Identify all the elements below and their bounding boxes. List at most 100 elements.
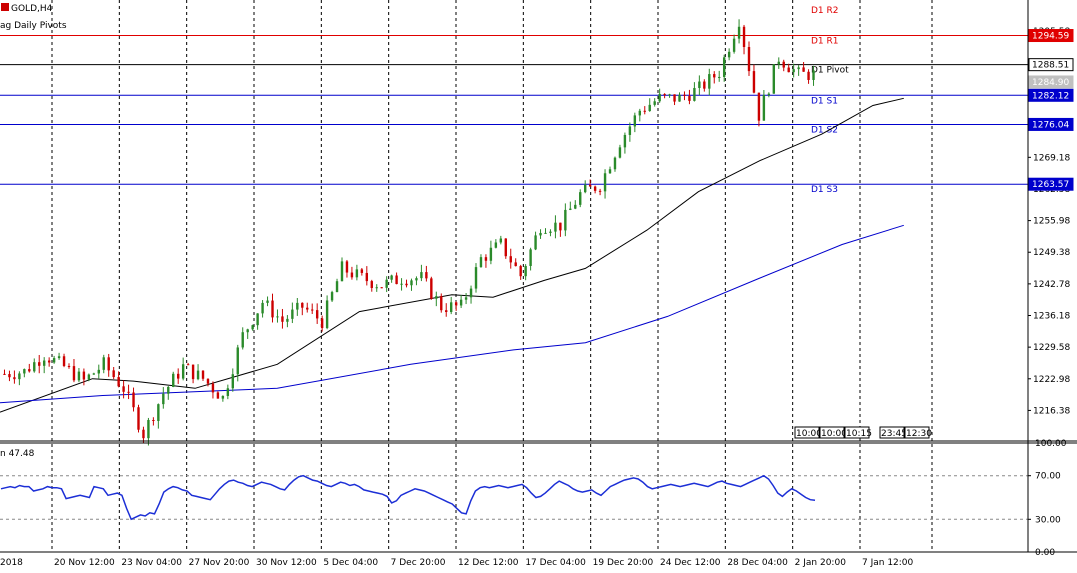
- candle-body: [23, 369, 26, 374]
- candle-body: [519, 266, 522, 277]
- y-tick-label: 1269.18: [1033, 153, 1070, 163]
- candle-body: [117, 377, 120, 387]
- y-tick-label: 1249.38: [1033, 248, 1070, 258]
- candle-body: [38, 362, 41, 366]
- candle-body: [335, 281, 339, 293]
- candle-body: [147, 419, 150, 439]
- candle-body: [593, 186, 597, 191]
- candle-body: [777, 61, 780, 65]
- candle-body: [757, 92, 761, 121]
- candle-body: [648, 104, 651, 112]
- candle-body: [236, 347, 239, 375]
- time-label: 10:00: [821, 429, 847, 439]
- candle-body: [67, 365, 71, 367]
- candle-body: [668, 94, 671, 96]
- candle-body: [430, 278, 433, 299]
- y-tick-label: 1222.98: [1033, 375, 1070, 385]
- candle-body: [752, 71, 756, 93]
- candle-body: [350, 272, 354, 278]
- candle-body: [201, 370, 205, 379]
- candle-body: [459, 299, 463, 306]
- candle-body: [62, 356, 66, 366]
- candle-body: [365, 272, 369, 282]
- candle-body: [554, 222, 557, 232]
- candle-body: [211, 383, 215, 393]
- x-tick-label: 2018: [0, 558, 23, 568]
- candle-body: [663, 93, 666, 95]
- candle-body: [807, 71, 810, 80]
- y-tick-label: 1229.58: [1033, 343, 1070, 353]
- candle-body: [529, 249, 532, 266]
- candle-body: [489, 247, 493, 261]
- candle-body: [306, 307, 309, 310]
- candle-body: [241, 332, 244, 348]
- candle-body: [400, 283, 403, 285]
- candle-body: [445, 310, 448, 313]
- candle-body: [762, 95, 766, 121]
- x-tick-label: 24 Dec 12:00: [660, 558, 721, 568]
- pivot-label: D1 S2: [811, 125, 838, 135]
- price-tag: [1028, 29, 1074, 43]
- candle-body: [47, 360, 51, 363]
- candle-body: [678, 94, 681, 102]
- candle-body: [598, 190, 602, 192]
- candle-body: [420, 272, 423, 279]
- candle-body: [544, 232, 547, 234]
- x-tick-label: 7 Jan 12:00: [862, 558, 914, 568]
- time-label: 10:15: [846, 429, 872, 439]
- candle-body: [742, 26, 746, 48]
- candle-body: [132, 392, 135, 408]
- candle-body: [499, 238, 503, 243]
- candle-body: [216, 392, 220, 399]
- y-tick-label: 1236.18: [1033, 312, 1070, 322]
- y-tick-label: 1255.98: [1033, 217, 1070, 227]
- candle-body: [162, 393, 165, 405]
- candle-body: [584, 184, 587, 193]
- candle-body: [603, 173, 607, 192]
- candle-body: [494, 242, 498, 248]
- candle-body: [102, 357, 105, 370]
- rsi-tick-label: 100.00: [1035, 439, 1067, 449]
- candle-body: [256, 313, 259, 326]
- pivot-label: D1 S1: [811, 96, 838, 106]
- candle-body: [271, 300, 274, 318]
- candle-body: [311, 309, 314, 311]
- rsi-value-label: n 47.48: [0, 449, 35, 459]
- candle-body: [13, 377, 16, 380]
- candle-body: [732, 38, 736, 52]
- candle-body: [658, 93, 661, 102]
- candle-body: [405, 283, 408, 286]
- price-tag-label: 1282.12: [1032, 91, 1069, 101]
- candle-body: [588, 184, 592, 187]
- candle-body: [286, 318, 289, 322]
- candle-body: [112, 370, 115, 378]
- candle-body: [42, 360, 46, 366]
- candle-body: [137, 407, 140, 430]
- candle-body: [410, 280, 413, 286]
- symbol-color-swatch: [1, 3, 9, 11]
- candle-body: [509, 256, 512, 263]
- candle-body: [454, 302, 458, 306]
- candle-body: [683, 94, 686, 96]
- pivot-label: D1 Pivot: [811, 66, 849, 76]
- candle-body: [613, 157, 617, 170]
- candle-body: [479, 257, 483, 268]
- time-label-box: [794, 426, 820, 439]
- ma-slow-line: [0, 224, 904, 404]
- x-tick-label: 7 Dec 20:00: [391, 558, 446, 568]
- candle-body: [375, 287, 378, 289]
- candle-body: [549, 231, 552, 233]
- candle-body: [33, 362, 36, 372]
- candle-body: [97, 369, 100, 374]
- candle-body: [355, 269, 359, 278]
- candle-body: [440, 296, 443, 311]
- candle-body: [196, 370, 200, 380]
- candle-body: [564, 209, 567, 231]
- candle-body: [246, 329, 249, 333]
- candle-body: [569, 208, 572, 210]
- candle-body: [122, 386, 125, 392]
- x-tick-label: 30 Nov 12:00: [256, 558, 317, 568]
- pivot-label: D1 R2: [811, 6, 839, 16]
- candle-body: [464, 297, 468, 300]
